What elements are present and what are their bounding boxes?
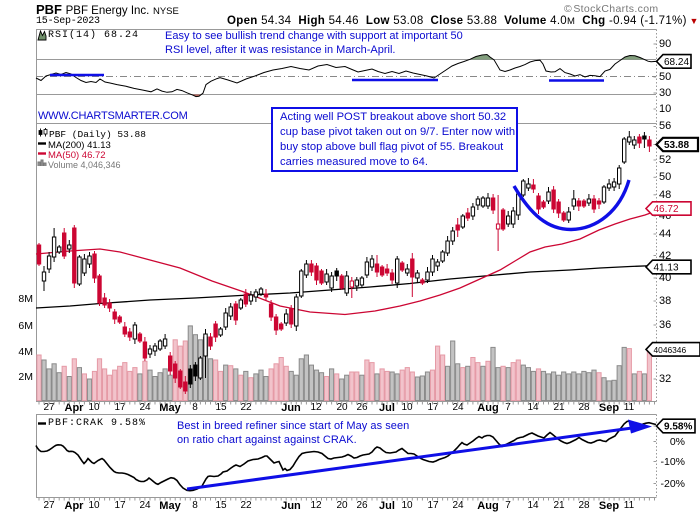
svg-text:68.24: 68.24 [664,57,689,68]
svg-text:46.72: 46.72 [654,204,679,215]
svg-text:41.13: 41.13 [654,263,679,274]
svg-text:4046346: 4046346 [654,345,687,355]
svg-text:53.88: 53.88 [664,140,689,151]
svg-text:9.58%: 9.58% [664,422,692,433]
